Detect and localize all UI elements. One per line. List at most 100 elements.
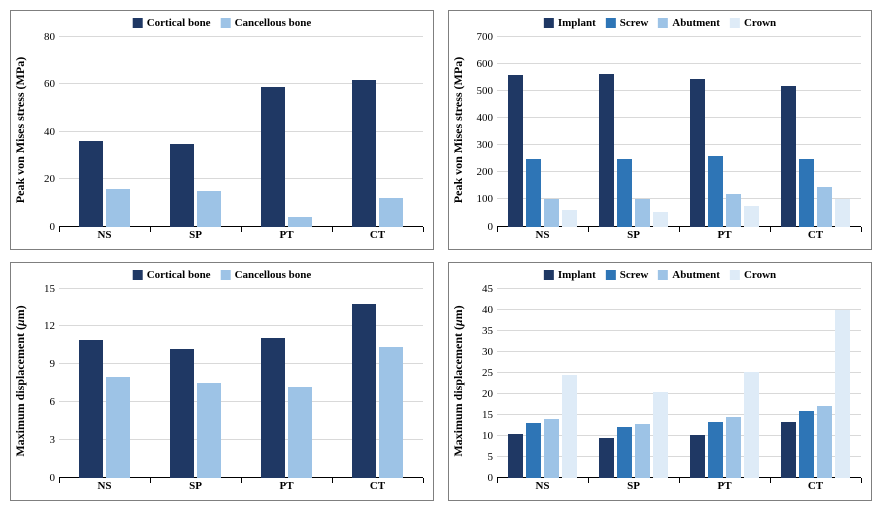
panel-bottom-right: ImplantScrewAbutmentCrownMaximum displac…	[448, 262, 872, 502]
bar	[726, 194, 741, 226]
legend-label: Screw	[620, 269, 649, 281]
x-category-label: NS	[535, 229, 549, 241]
legend-swatch	[730, 18, 740, 28]
bar	[106, 377, 129, 478]
y-tick-label: 300	[477, 139, 494, 151]
gridline	[497, 144, 861, 145]
x-tick	[241, 478, 242, 483]
x-tick	[588, 478, 589, 483]
x-tick	[332, 478, 333, 483]
legend-swatch	[544, 18, 554, 28]
y-tick-label: 80	[44, 31, 55, 43]
legend-item: Screw	[606, 17, 649, 29]
legend-item: Cancellous bone	[221, 17, 312, 29]
x-category-label: NS	[535, 480, 549, 492]
x-tick	[241, 227, 242, 232]
x-tick	[679, 227, 680, 232]
gridline	[59, 36, 423, 37]
legend: Cortical bone Cancellous bone	[133, 269, 312, 281]
legend-label: Cancellous bone	[235, 17, 312, 29]
bar	[708, 422, 723, 478]
legend-label: Crown	[744, 269, 776, 281]
gridline	[497, 288, 861, 289]
plot-area: 051015202530354045NSSPPTCT	[497, 289, 861, 479]
bar	[744, 372, 759, 478]
y-tick-label: 15	[482, 409, 493, 421]
x-category-label: CT	[370, 229, 385, 241]
x-tick	[497, 478, 498, 483]
bar	[261, 87, 284, 227]
x-category-label: CT	[808, 229, 823, 241]
y-tick-label: 45	[482, 283, 493, 295]
panel-top-left: Cortical boneCancellous bonePeak von Mis…	[10, 10, 434, 250]
legend-label: Cortical bone	[147, 17, 211, 29]
bar	[197, 383, 220, 478]
legend-swatch	[606, 18, 616, 28]
x-tick	[861, 478, 862, 483]
bar	[170, 349, 193, 478]
x-category-label: NS	[97, 229, 111, 241]
bar	[599, 74, 614, 227]
x-category-label: SP	[189, 229, 202, 241]
bar	[690, 79, 705, 227]
legend-swatch	[221, 270, 231, 280]
bar	[599, 438, 614, 478]
x-category-label: PT	[717, 229, 731, 241]
bar	[288, 387, 311, 478]
bar	[544, 199, 559, 226]
y-tick-label: 600	[477, 58, 494, 70]
bar	[708, 156, 723, 226]
legend-label: Screw	[620, 17, 649, 29]
x-category-label: CT	[370, 480, 385, 492]
y-tick-label: 6	[50, 396, 56, 408]
x-tick	[497, 227, 498, 232]
x-category-label: PT	[717, 480, 731, 492]
y-tick-label: 40	[44, 126, 55, 138]
bar	[653, 212, 668, 227]
legend-label: Cancellous bone	[235, 269, 312, 281]
y-tick-label: 40	[482, 304, 493, 316]
bar	[379, 198, 402, 226]
gridline	[497, 63, 861, 64]
bar	[781, 422, 796, 478]
bar	[799, 159, 814, 227]
bar	[562, 375, 577, 478]
legend-label: Implant	[558, 17, 596, 29]
y-tick-label: 15	[44, 283, 55, 295]
legend-label: Cortical bone	[147, 269, 211, 281]
x-tick	[588, 227, 589, 232]
bar	[817, 406, 832, 478]
bar	[508, 75, 523, 227]
x-category-label: CT	[808, 480, 823, 492]
bar	[690, 435, 705, 478]
legend-swatch	[133, 18, 143, 28]
x-tick	[332, 227, 333, 232]
y-tick-label: 9	[50, 358, 56, 370]
bar	[352, 80, 375, 227]
bar	[261, 338, 284, 478]
bar	[744, 206, 759, 226]
y-tick-label: 5	[488, 451, 494, 463]
bar	[635, 199, 650, 226]
legend-item: Cancellous bone	[221, 269, 312, 281]
bar	[726, 417, 741, 478]
x-tick	[59, 478, 60, 483]
x-category-label: NS	[97, 480, 111, 492]
x-tick	[679, 478, 680, 483]
legend-swatch	[606, 270, 616, 280]
gridline	[497, 90, 861, 91]
bar	[835, 199, 850, 226]
y-tick-label: 200	[477, 166, 494, 178]
gridline	[497, 393, 861, 394]
legend-label: Crown	[744, 17, 776, 29]
legend-item: Screw	[606, 269, 649, 281]
x-tick	[770, 478, 771, 483]
x-tick	[861, 227, 862, 232]
bar	[653, 392, 668, 478]
x-category-label: PT	[279, 480, 293, 492]
x-category-label: SP	[627, 229, 640, 241]
y-tick-label: 0	[488, 472, 494, 484]
x-tick	[150, 227, 151, 232]
legend-swatch	[544, 270, 554, 280]
y-tick-label: 400	[477, 112, 494, 124]
